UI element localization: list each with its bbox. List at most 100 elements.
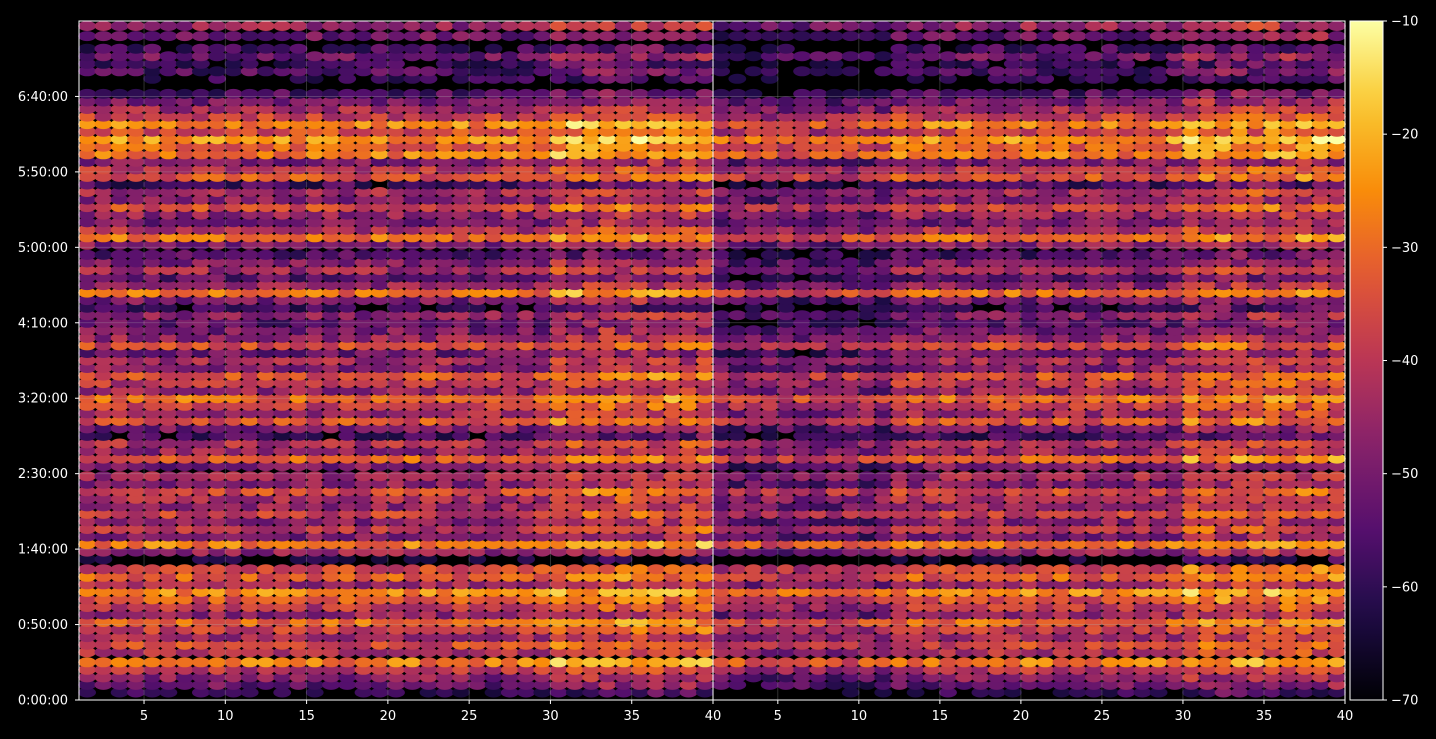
heatmap-cell	[240, 453, 259, 464]
heatmap-cell	[679, 594, 698, 605]
heatmap-cell	[257, 249, 275, 260]
heatmap-cell	[468, 508, 487, 519]
heatmap-cell	[240, 687, 259, 698]
heatmap-cell	[679, 672, 698, 683]
heatmap-cell	[1101, 657, 1119, 668]
heatmap-cell	[370, 43, 389, 54]
heatmap-cell	[1068, 471, 1087, 482]
heatmap-cell	[240, 624, 259, 635]
heatmap-cell	[517, 672, 535, 683]
heatmap-cell	[549, 478, 568, 489]
heatmap-cell	[468, 471, 487, 482]
heatmap-cell	[224, 687, 243, 698]
heatmap-cell	[78, 664, 96, 675]
heatmap-cell	[240, 486, 259, 497]
heatmap-cell	[224, 672, 243, 683]
heatmap-cell	[240, 539, 259, 550]
heatmap-cell	[143, 486, 162, 497]
heatmap-cell	[387, 679, 405, 690]
heatmap-cell	[273, 493, 292, 504]
heatmap-cell	[468, 571, 487, 582]
heatmap-cell	[403, 461, 422, 472]
heatmap-cell	[565, 88, 584, 99]
heatmap-cell	[273, 672, 292, 683]
heatmap-cell	[240, 461, 259, 472]
heatmap-cell	[322, 579, 340, 590]
heatmap-cell	[354, 21, 373, 31]
heatmap-cell	[175, 624, 194, 635]
heatmap-cell	[257, 21, 275, 31]
heatmap-cell	[94, 571, 113, 582]
heatmap-cell	[273, 664, 292, 675]
heatmap-cell	[468, 531, 487, 542]
heatmap-cell	[841, 564, 860, 575]
heatmap-cell	[696, 554, 714, 565]
heatmap-cell	[403, 446, 422, 456]
heatmap-cell	[224, 664, 243, 675]
heatmap-cell	[549, 249, 568, 260]
heatmap-cell	[549, 571, 568, 582]
heatmap-cell	[354, 679, 373, 690]
heatmap-cell	[403, 639, 422, 650]
heatmap-cell	[126, 21, 145, 31]
heatmap-cell	[598, 461, 617, 472]
heatmap-cell	[338, 531, 357, 542]
heatmap-cell	[192, 531, 210, 542]
heatmap-cell	[208, 508, 227, 519]
heatmap-cell	[338, 594, 357, 605]
heatmap-cell	[663, 43, 682, 54]
heatmap-cell	[159, 617, 178, 627]
heatmap-cell	[582, 672, 600, 683]
heatmap-cell	[452, 461, 470, 472]
heatmap-cell	[403, 471, 422, 482]
heatmap-cell	[387, 579, 405, 590]
heatmap-cell	[289, 43, 308, 54]
heatmap-cell	[78, 679, 96, 690]
heatmap-cell	[289, 539, 308, 550]
heatmap-cell	[110, 632, 129, 643]
heatmap-cell	[208, 31, 227, 42]
heatmap-cell	[435, 639, 454, 650]
heatmap-cell	[208, 624, 227, 635]
heatmap-cell	[598, 594, 617, 605]
heatmap-cell	[289, 524, 308, 534]
heatmap-cell	[354, 624, 373, 635]
heatmap-cell	[110, 664, 129, 675]
heatmap-cell	[370, 579, 389, 590]
y-tick-label: 0:50:00	[18, 618, 68, 633]
heatmap-cell	[240, 586, 259, 597]
heatmap-cell	[387, 446, 405, 456]
heatmap-cell	[78, 249, 96, 260]
heatmap-cell	[192, 88, 210, 99]
heatmap-cell	[793, 564, 811, 575]
heatmap-cell	[484, 446, 503, 456]
heatmap-cell	[289, 632, 308, 643]
heatmap-cell	[110, 501, 129, 512]
heatmap-cell	[630, 471, 649, 482]
heatmap-cell	[338, 43, 357, 54]
heatmap-cell	[663, 617, 682, 627]
heatmap-cell	[647, 586, 665, 597]
heatmap-cell	[143, 647, 162, 658]
heatmap-cell	[582, 446, 600, 456]
heatmap-cell	[452, 602, 470, 612]
heatmap-cell	[110, 471, 129, 482]
heatmap-cell	[175, 478, 194, 489]
heatmap-cell	[484, 586, 503, 597]
heatmap-cell	[500, 657, 519, 668]
heatmap-cell	[126, 586, 145, 597]
heatmap-cell	[517, 508, 535, 519]
heatmap-cell	[208, 524, 227, 534]
heatmap-cell	[110, 31, 129, 42]
heatmap-cell	[955, 471, 974, 482]
heatmap-cell	[370, 617, 389, 627]
heatmap-cell	[354, 249, 373, 260]
heatmap-cell	[517, 632, 535, 643]
heatmap-cell	[435, 664, 454, 675]
heatmap-cell	[614, 461, 633, 472]
heatmap-cell	[777, 657, 795, 668]
heatmap-cell	[78, 478, 96, 489]
heatmap-cell	[517, 21, 535, 31]
heatmap-cell	[484, 687, 503, 698]
heatmap-cell	[403, 624, 422, 635]
